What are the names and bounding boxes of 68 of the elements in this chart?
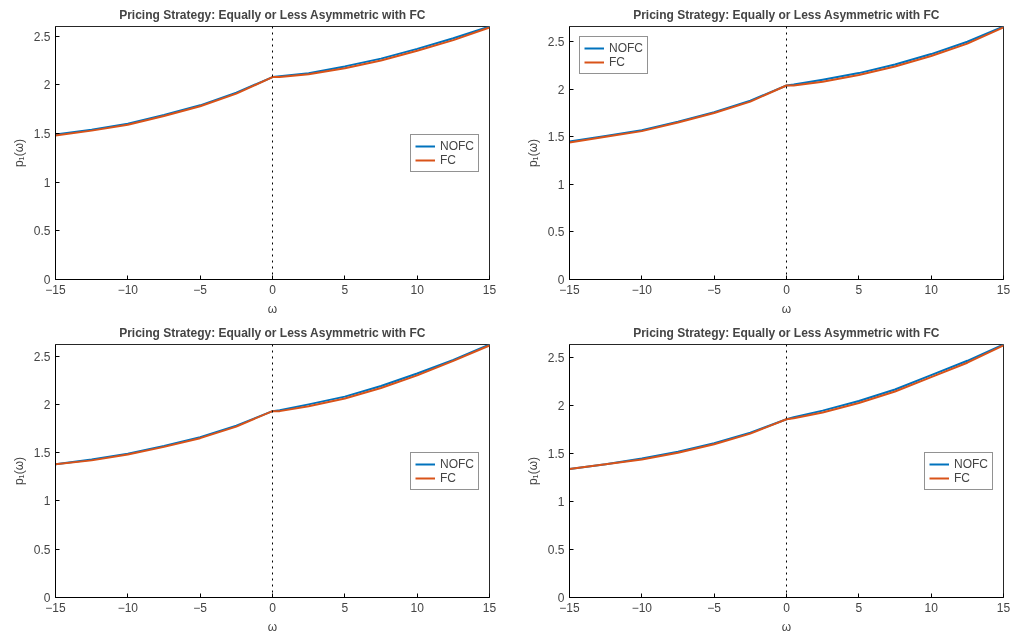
x-tick-label: 0 [269,282,277,297]
y-tick-label: 1.5 [33,127,51,142]
y-tick-label: 1 [43,175,51,190]
x-axis-title: ω [267,619,278,634]
y-tick-label: 2 [557,82,565,97]
y-tick-label: 0 [43,273,51,287]
x-tick-label: 10 [410,282,425,297]
legend-label: FC [440,152,457,167]
y-tick-label: 0 [557,273,565,287]
y-tick-label: 0.5 [547,225,565,240]
y-tick-label: 2 [557,399,565,414]
legend-label: FC [609,55,626,69]
y-tick-label: 1 [43,494,51,509]
x-axis-title: ω [781,619,792,634]
x-tick-label: 10 [924,600,939,615]
x-tick-label: 0 [783,282,791,297]
x-tick-label: 15 [482,600,497,615]
legend-label: NOFC [440,138,474,153]
y-tick-label: 0 [43,591,51,605]
chart-title: Pricing Strategy: Equally or Less Asymmetric with FC [633,325,940,340]
y-tick-label: 0.5 [33,542,51,557]
x-tick-label: 5 [341,282,349,297]
y-tick-label: 2.5 [33,349,51,364]
x-tick-label: 10 [924,282,939,297]
x-tick-label: 0 [269,600,277,615]
y-tick-label: 2 [43,78,51,93]
y-tick-label: 2.5 [547,35,565,50]
x-tick-label: 5 [855,600,863,615]
x-tick-label: 0 [783,600,791,615]
x-tick-label: 15 [996,282,1011,297]
x-tick-label: −10 [631,282,653,297]
legend-label: NOFC [954,456,988,471]
y-tick-label: 0.5 [33,224,51,239]
x-tick-label: 15 [482,282,497,297]
chart-title: Pricing Strategy: Equally or Less Asymmetric with FC [119,7,426,22]
y-tick-label: 1 [557,495,565,510]
y-tick-label: 1.5 [547,447,565,462]
x-tick-label: −5 [193,282,208,297]
y-tick-label: 2.5 [547,351,565,366]
y-tick-label: 1 [557,177,565,192]
chart-title: Pricing Strategy: Equally or Less Asymmetric with FC [119,325,426,340]
y-axis-title: p₁(ω) [525,456,540,486]
y-tick-label: 0 [557,591,565,605]
y-tick-label: 1.5 [33,446,51,461]
x-tick-label: −10 [631,600,653,615]
y-tick-label: 2 [43,397,51,412]
x-tick-label: 10 [410,600,425,615]
x-tick-label: −5 [193,600,208,615]
y-tick-label: 1.5 [547,130,565,145]
legend-label: NOFC [440,456,474,471]
x-axis-title: ω [267,301,278,316]
x-tick-label: −5 [707,600,722,615]
x-tick-label: −10 [117,282,139,297]
x-tick-label: −10 [117,600,139,615]
chart-title: Pricing Strategy: Equally or Less Asymmetric with FC [633,7,940,22]
legend-label: FC [440,470,457,485]
legend-label: NOFC [609,41,643,55]
x-tick-label: 5 [341,600,349,615]
y-axis-title: p₁(ω) [525,138,540,168]
legend-label: FC [954,470,971,485]
x-tick-label: −5 [707,282,722,297]
x-tick-label: 15 [996,600,1011,615]
y-tick-label: 0.5 [547,543,565,558]
x-axis-title: ω [781,301,792,316]
y-axis-title: p₁(ω) [11,456,26,486]
y-axis-title: p₁(ω) [11,138,26,168]
y-tick-label: 2.5 [33,29,51,44]
x-tick-label: 5 [855,282,863,297]
